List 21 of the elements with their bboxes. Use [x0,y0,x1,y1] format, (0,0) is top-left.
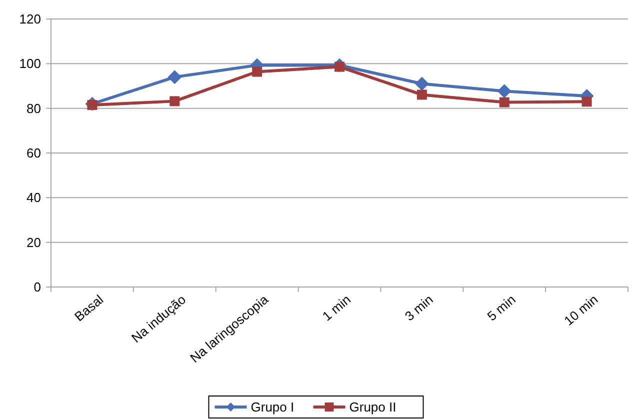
legend-label: Grupo II [349,400,396,415]
point [170,96,180,106]
y-tick-label: 120 [19,12,41,27]
x-tick-label: 10 min [561,292,601,328]
legend-label: Grupo I [250,400,294,415]
y-tick-label: 20 [26,234,41,250]
point [416,90,427,100]
x-tick-label: 1 min [319,292,354,324]
point [414,76,429,91]
y-tick-label: 80 [26,100,41,116]
y-tick-label: 40 [26,190,41,206]
x-tick-label: 5 min [484,292,518,324]
point [499,97,510,108]
y-tick-label: 60 [26,146,41,161]
x-tick-label: 3 min [402,292,436,324]
point [582,96,592,107]
point [168,70,182,84]
y-tick-label: 100 [19,56,41,72]
point [497,84,512,98]
y-tick-label: 0 [34,280,41,295]
point [252,66,262,77]
